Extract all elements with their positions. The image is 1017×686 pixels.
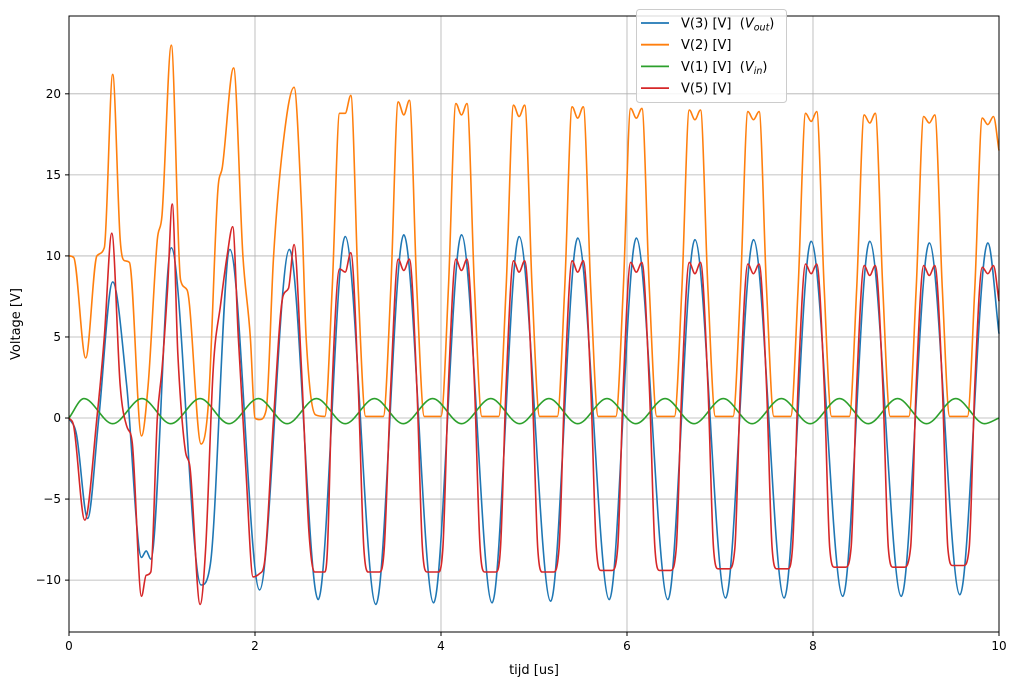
x-tick-label: 6: [623, 639, 631, 653]
legend-label-paren: ): [762, 60, 767, 75]
legend-label-text: V(5) [V]: [681, 82, 731, 97]
legend-box: [636, 9, 787, 103]
legend-item: V(1) [V] (Vin): [641, 60, 767, 77]
legend-label-text: V(3) [V]: [681, 17, 731, 32]
y-tick-label: 5: [53, 330, 61, 344]
legend-label: V(1) [V] (Vin): [681, 60, 767, 77]
legend-label-paren: (: [731, 17, 744, 32]
legend-label-subscript: out: [754, 23, 771, 34]
x-tick-label: 4: [437, 639, 445, 653]
legend-item: V(3) [V] (Vout): [641, 17, 774, 34]
series-line-v-1-v: [68, 397, 1000, 425]
ticks: 0 2 4 6 8 10 −10 −5 0 5 10 15 20: [36, 87, 1007, 653]
legend-label: V(5) [V]: [681, 82, 731, 97]
legend-label-paren: (: [731, 60, 744, 75]
x-tick-label: 2: [251, 639, 259, 653]
axes-frame: [68, 15, 1000, 633]
legend-item: V(5) [V]: [641, 82, 731, 97]
y-tick-label: 15: [46, 168, 61, 182]
legend-label-text: V(2) [V]: [681, 38, 731, 53]
legend-label: V(3) [V] (Vout): [681, 17, 774, 34]
series-lines: [68, 44, 1000, 606]
series-line-v-2-v: [68, 44, 1000, 445]
y-axis-label: Voltage [V]: [9, 288, 24, 360]
x-tick-label: 8: [809, 639, 817, 653]
y-tick-label: 20: [46, 87, 61, 101]
y-tick-label: −10: [36, 573, 61, 587]
y-tick-label: 10: [46, 249, 61, 263]
x-axis-label: tijd [us]: [509, 663, 559, 678]
series-line-v-5-v: [68, 203, 1000, 606]
legend-label-math: V: [745, 17, 755, 32]
legend: V(3) [V] (Vout)V(2) [V]V(1) [V] (Vin)V(5…: [636, 9, 787, 103]
legend-item: V(2) [V]: [641, 38, 731, 53]
x-tick-label: 10: [991, 639, 1006, 653]
legend-label: V(2) [V]: [681, 38, 731, 53]
legend-label-subscript: in: [754, 66, 763, 77]
legend-label-text: V(1) [V]: [681, 60, 731, 75]
legend-label-math: V: [745, 60, 755, 75]
legend-label-paren: ): [769, 17, 774, 32]
x-tick-label: 0: [65, 639, 73, 653]
y-tick-label: −5: [43, 492, 61, 506]
y-tick-label: 0: [53, 411, 61, 425]
